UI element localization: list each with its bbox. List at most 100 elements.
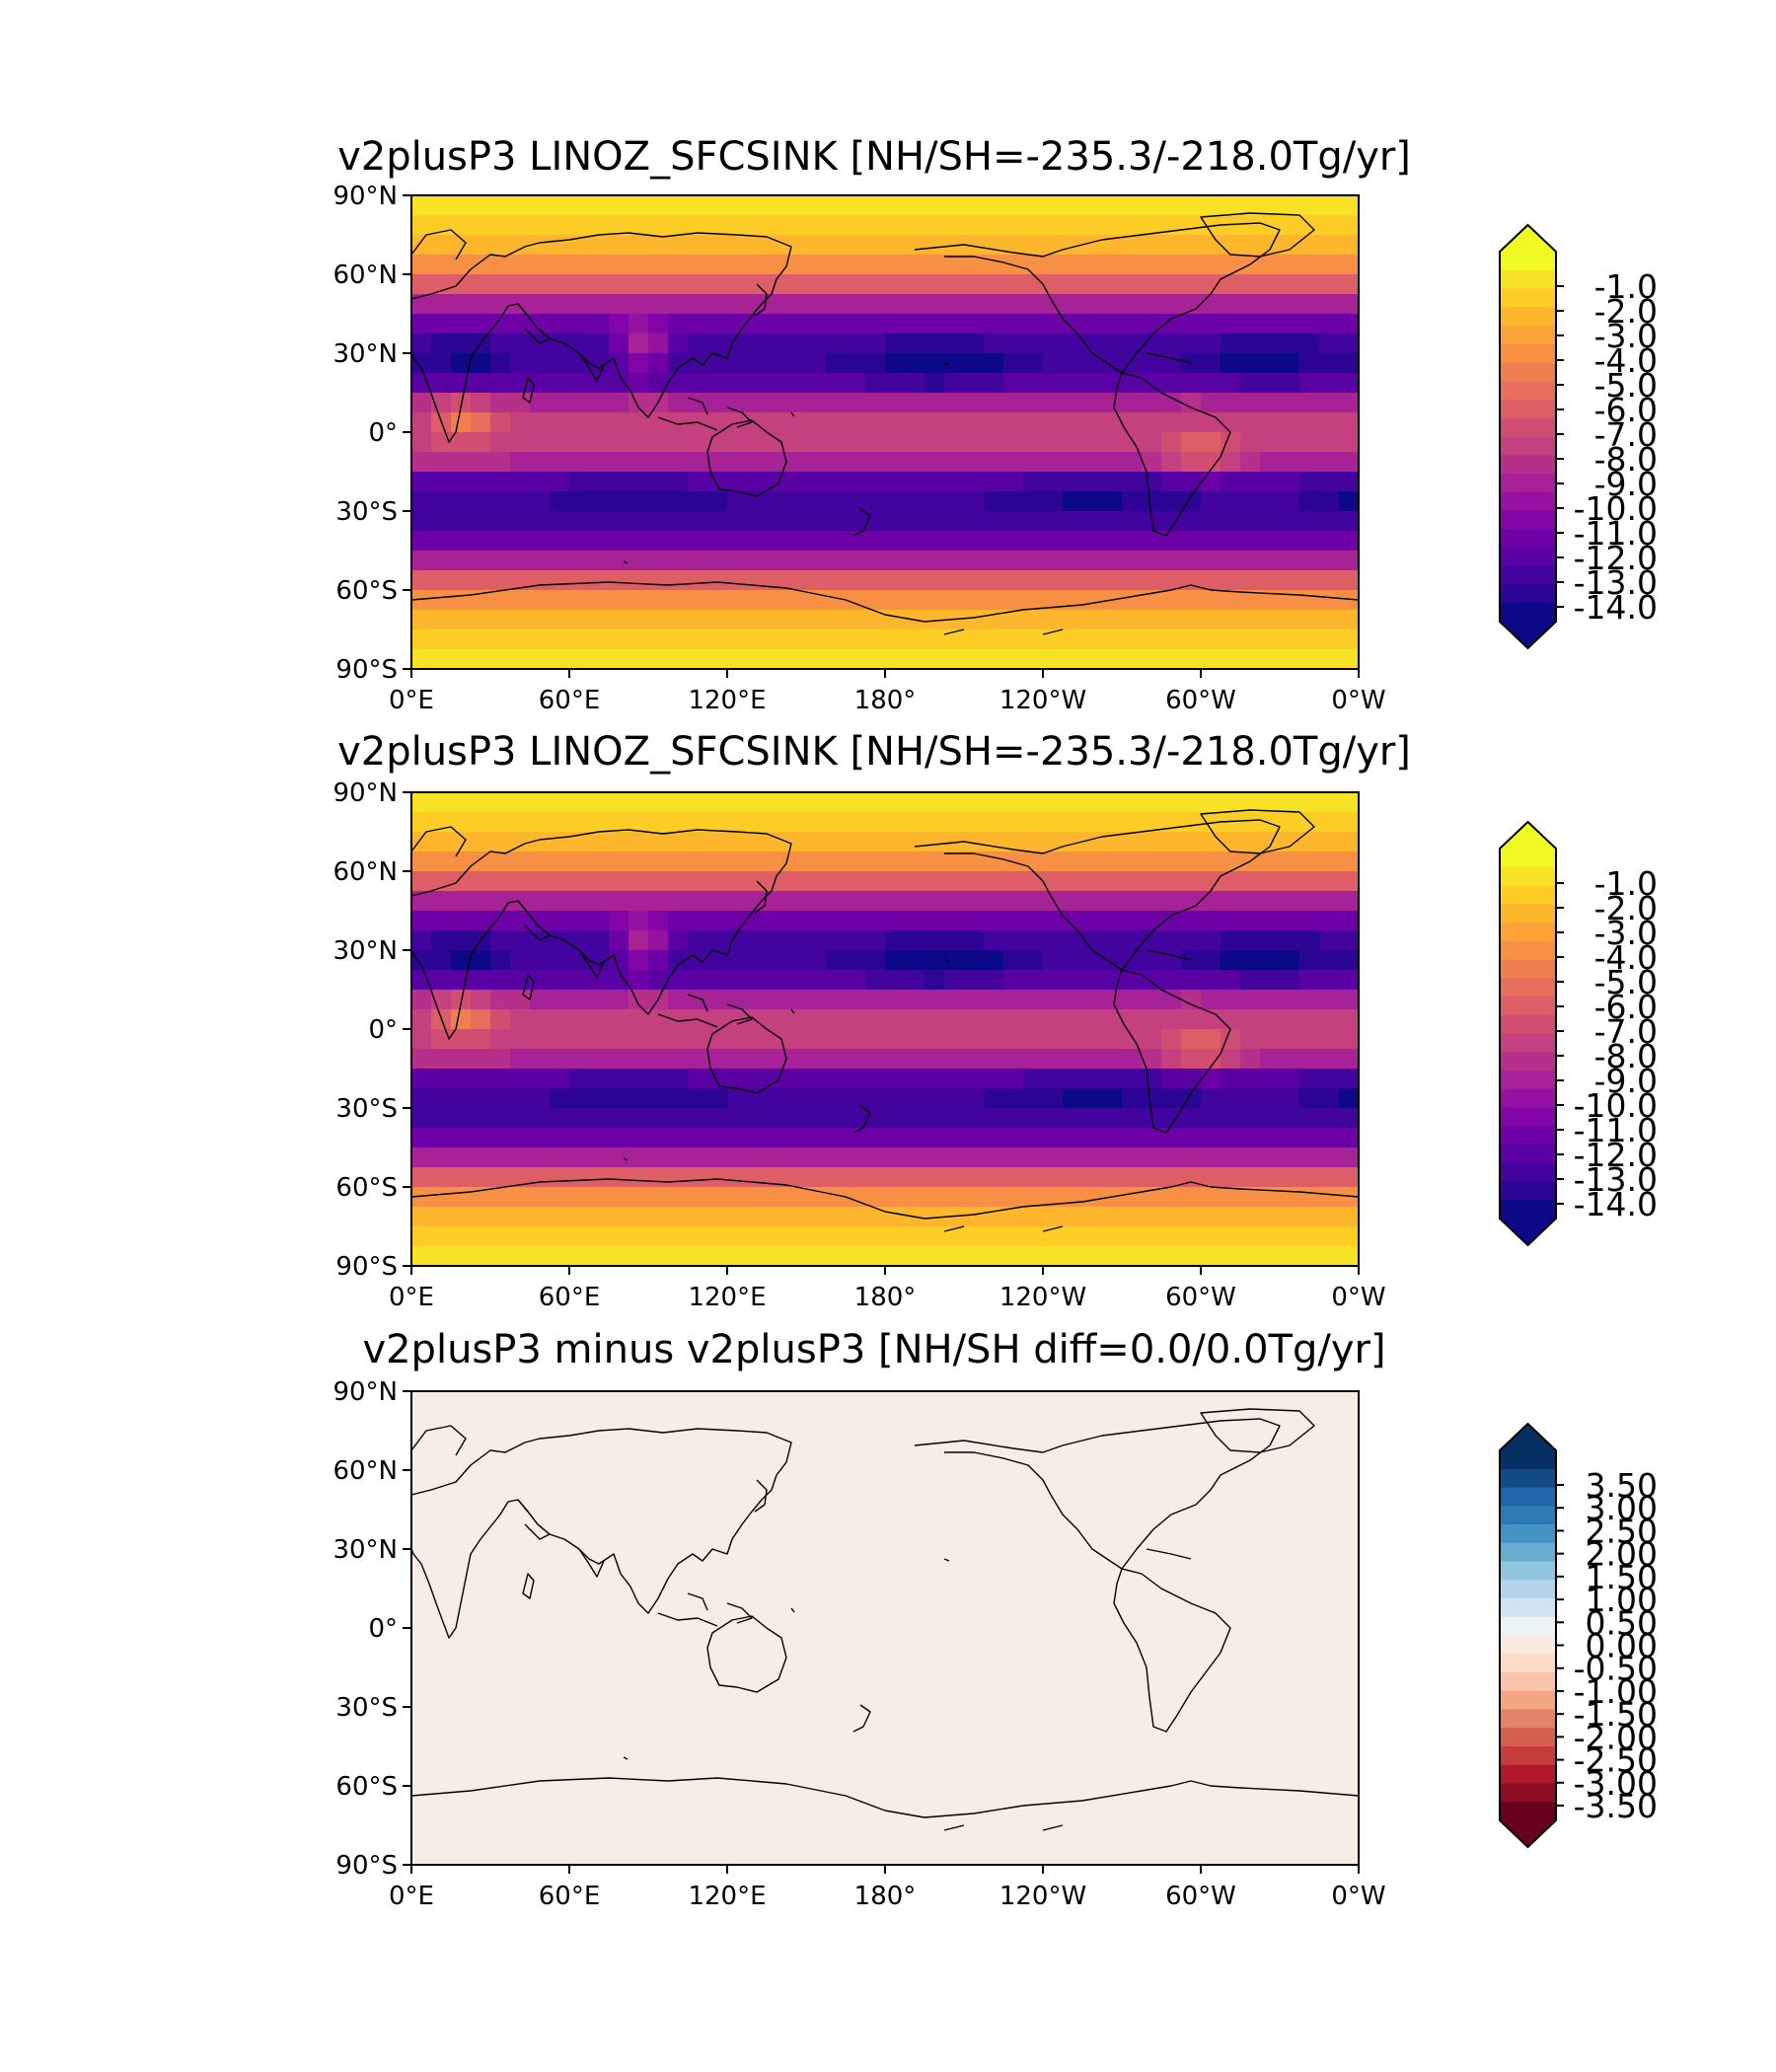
field-cell: [471, 432, 491, 453]
colorbar-segment: [1500, 491, 1556, 512]
field-cell: [609, 314, 629, 334]
field-cell: [668, 950, 689, 971]
field-cell: [747, 970, 768, 991]
field-cell: [925, 990, 945, 1010]
field-cell: [984, 970, 1004, 991]
field-cell: [944, 1187, 965, 1208]
field-cell: [944, 1029, 965, 1050]
field-cell: [964, 1128, 985, 1148]
field-cell: [786, 235, 807, 256]
field-cell: [1023, 812, 1044, 833]
field-cell: [648, 832, 669, 852]
field-cell: [1221, 1226, 1241, 1247]
field-cell: [984, 1187, 1004, 1208]
field-cell: [1280, 610, 1300, 630]
field-cell: [1181, 930, 1202, 951]
field-cell: [944, 472, 965, 492]
field-cell: [885, 851, 906, 872]
field-cell: [490, 1049, 511, 1070]
field-cell: [629, 1187, 649, 1208]
field-cell: [1201, 1049, 1221, 1070]
field-cell: [1063, 353, 1083, 374]
field-cell: [905, 1069, 925, 1089]
field-cell: [411, 792, 432, 813]
field-cell: [1023, 570, 1044, 591]
field-cell: [589, 832, 610, 852]
field-cell: [451, 1108, 472, 1129]
field-cell: [1280, 1088, 1300, 1109]
field-cell: [550, 1009, 570, 1030]
field-cell: [629, 1029, 649, 1050]
field-cell: [1319, 1226, 1340, 1247]
field-cell: [925, 432, 945, 453]
field-cell: [1299, 990, 1320, 1010]
field-cell: [905, 491, 925, 512]
field-cell: [629, 930, 649, 951]
field-cell: [846, 452, 866, 473]
field-cell: [1063, 1009, 1083, 1030]
field-cell: [747, 1108, 768, 1129]
field-cell: [925, 1207, 945, 1227]
field-cell: [1063, 1088, 1083, 1109]
field-cell: [1063, 531, 1083, 552]
colorbar-extend-bottom: [1500, 1820, 1556, 1847]
field-cell: [1299, 1187, 1320, 1208]
field-cell: [826, 930, 847, 951]
field-cell: [530, 1128, 551, 1148]
field-cell: [944, 891, 965, 912]
field-cell: [1142, 1187, 1162, 1208]
field-cell: [826, 792, 847, 813]
field-cell: [1339, 235, 1359, 256]
field-cell: [648, 314, 669, 334]
field-cell: [826, 274, 847, 295]
field-cell: [1260, 195, 1281, 216]
field-cell: [707, 970, 728, 991]
field-cell: [767, 412, 787, 433]
field-cell: [707, 333, 728, 354]
field-cell: [589, 274, 610, 295]
field-cell: [431, 1029, 452, 1050]
field-cell: [1221, 930, 1241, 951]
field-cell: [648, 851, 669, 872]
field-cell: [905, 274, 925, 295]
field-cell: [925, 649, 945, 669]
field-cell: [767, 235, 787, 256]
field-cell: [668, 930, 689, 951]
field-cell: [1142, 832, 1162, 852]
field-cell: [1102, 1207, 1123, 1227]
lat-tick-label: 90°S: [335, 655, 398, 685]
field-cell: [905, 570, 925, 591]
field-cell: [589, 1108, 610, 1129]
field-cell: [1023, 1088, 1044, 1109]
field-cell: [1201, 235, 1221, 256]
field-cell: [1280, 255, 1300, 275]
field-cell: [648, 491, 669, 512]
colorbar-segment: [1500, 1561, 1556, 1581]
field-cell: [1063, 274, 1083, 295]
field-cell: [490, 353, 511, 374]
field-cell: [569, 432, 590, 453]
field-cell: [964, 314, 985, 334]
field-cell: [589, 235, 610, 256]
field-cell: [1003, 871, 1024, 892]
field-cell: [490, 911, 511, 931]
field-cell: [826, 1207, 847, 1227]
field-cell: [1240, 1049, 1261, 1070]
field-cell: [747, 472, 768, 492]
field-cell: [510, 1069, 531, 1089]
field-cell: [490, 531, 511, 552]
field-cell: [1319, 195, 1340, 216]
field-cell: [865, 491, 886, 512]
field-cell: [826, 871, 847, 892]
field-cell: [530, 792, 551, 813]
field-cell: [471, 871, 491, 892]
colorbar-tick-label: -3.0: [1594, 317, 1658, 355]
field-cell: [490, 832, 511, 852]
field-cell: [530, 1049, 551, 1070]
field-cell: [865, 570, 886, 591]
field-cell: [1122, 1187, 1143, 1208]
field-cell: [471, 792, 491, 813]
field-cell: [1023, 1009, 1044, 1030]
field-cell: [648, 373, 669, 394]
field-cell: [1339, 432, 1359, 453]
